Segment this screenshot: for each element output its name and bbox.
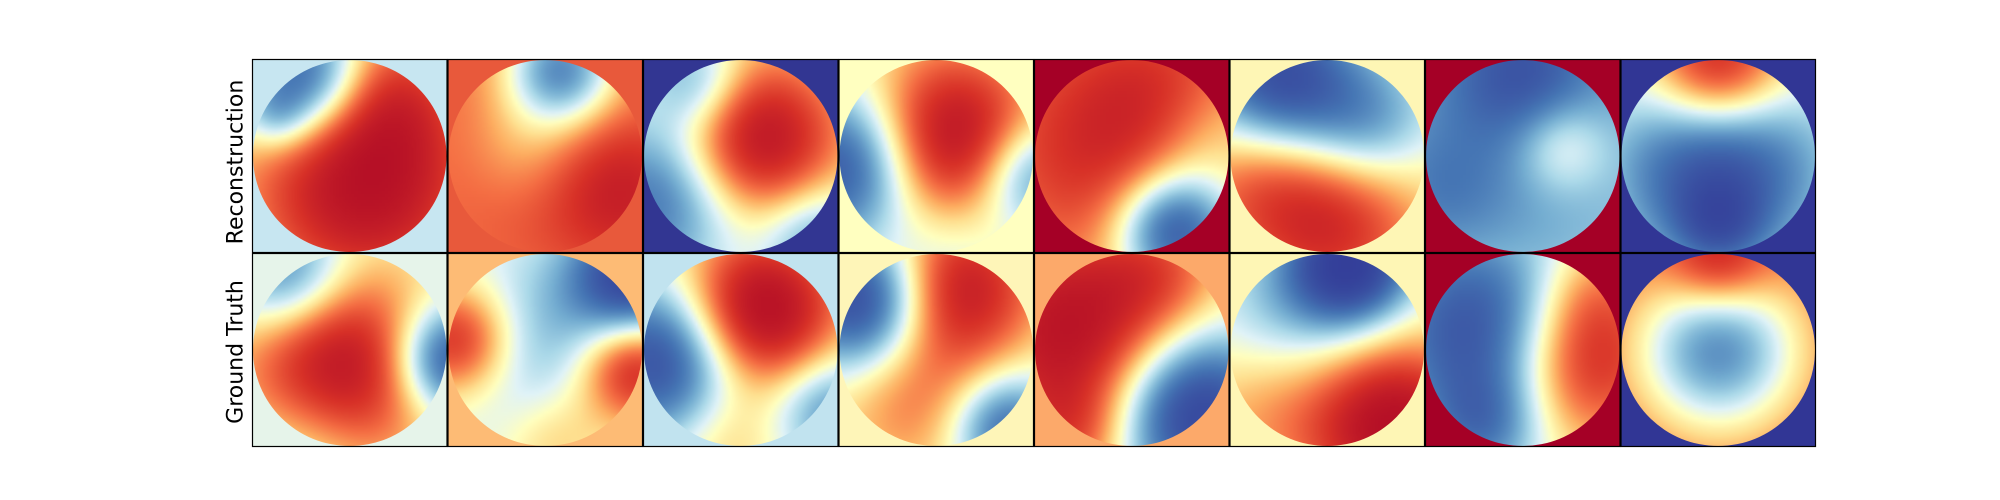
- field-disc: [1035, 254, 1229, 446]
- panel-r2-c7: [1424, 252, 1621, 448]
- panel-border: [1424, 252, 1621, 448]
- panel-border: [1033, 252, 1230, 448]
- panel-r2-c2: [447, 252, 644, 448]
- row-label-ground-truth: Ground Truth: [223, 280, 249, 424]
- field-disc: [1230, 254, 1424, 446]
- panel-r2-c6: [1229, 252, 1426, 448]
- field-disc: [1621, 60, 1815, 252]
- panel-r2-c8: [1620, 252, 1817, 448]
- panel-border: [1620, 58, 1817, 254]
- field-disc: [448, 254, 642, 446]
- panel-r1-c5: [1033, 58, 1230, 254]
- panel-border: [251, 58, 448, 254]
- panel-border: [642, 58, 839, 254]
- panel-border: [251, 252, 448, 448]
- panel-r2-c4: [838, 252, 1035, 448]
- panel-r1-c7: [1424, 58, 1621, 254]
- panel-border: [447, 58, 644, 254]
- panel-border: [1620, 252, 1817, 448]
- panel-r1-c8: [1620, 58, 1817, 254]
- field-disc: [253, 60, 447, 252]
- panel-border: [1229, 58, 1426, 254]
- panel-border: [1033, 58, 1230, 254]
- panel-border: [838, 58, 1035, 254]
- field-disc: [1621, 254, 1815, 446]
- panel-r1-c6: [1229, 58, 1426, 254]
- field-disc: [644, 254, 838, 446]
- panel-border: [642, 252, 839, 448]
- panel-border: [447, 252, 644, 448]
- field-disc: [1035, 60, 1229, 252]
- field-disc: [1426, 60, 1620, 252]
- panel-r2-c1: [251, 252, 448, 448]
- panel-r2-c3: [642, 252, 839, 448]
- panel-r1-c1: [251, 58, 448, 254]
- panel-border: [1424, 58, 1621, 254]
- panel-border: [838, 252, 1035, 448]
- panel-r1-c4: [838, 58, 1035, 254]
- panel-r2-c5: [1033, 252, 1230, 448]
- field-disc: [1426, 254, 1620, 446]
- field-disc: [644, 60, 838, 252]
- panel-r1-c2: [447, 58, 644, 254]
- field-disc: [839, 60, 1033, 252]
- field-disc: [839, 254, 1033, 446]
- panel-border: [1229, 252, 1426, 448]
- panel-r1-c3: [642, 58, 839, 254]
- field-disc: [253, 254, 447, 446]
- row-label-reconstruction: Reconstruction: [223, 79, 249, 245]
- field-disc: [448, 60, 642, 252]
- field-disc: [1230, 60, 1424, 252]
